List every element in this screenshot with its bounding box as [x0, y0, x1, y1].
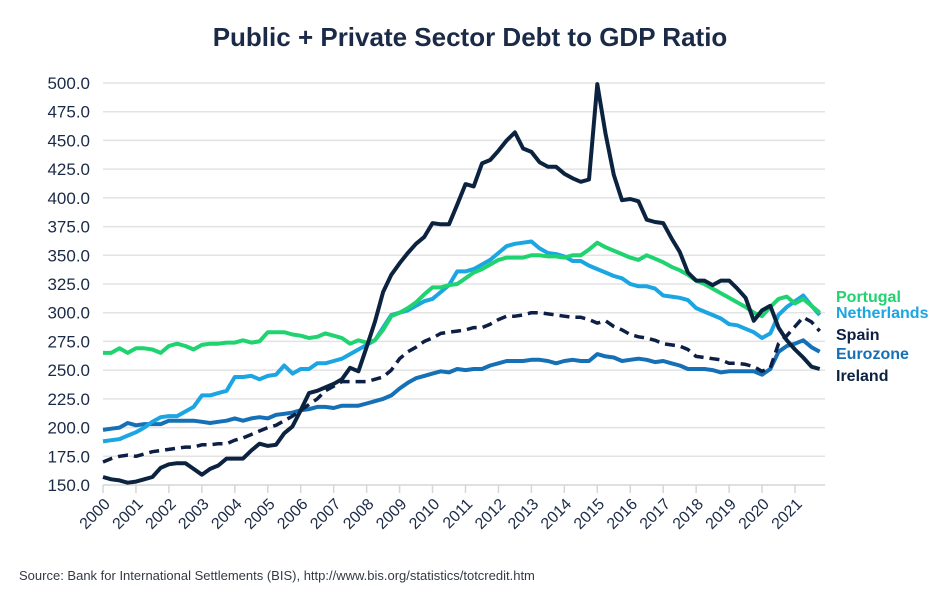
y-tick-label: 375.0: [47, 218, 90, 237]
series-lines: [102, 82, 822, 485]
x-tick-label: 2018: [670, 496, 707, 533]
x-tick-label: 2009: [373, 496, 410, 533]
y-tick-label: 400.0: [47, 189, 90, 208]
x-tick-label: 2001: [110, 496, 147, 533]
y-tick-label: 500.0: [47, 74, 90, 93]
x-tick-label: 2017: [637, 496, 674, 533]
x-tick-label: 2002: [143, 496, 180, 533]
y-tick-label: 275.0: [47, 332, 90, 351]
y-tick-label: 200.0: [47, 419, 90, 438]
series-line-eurozone: [102, 338, 821, 432]
x-tick-label: 2010: [406, 496, 443, 533]
legend-item-portugal: Portugal: [836, 289, 901, 306]
chart-title: Public + Private Sector Debt to GDP Rati…: [212, 22, 728, 52]
y-tick-label: 475.0: [47, 103, 90, 122]
y-tick-label: 325.0: [47, 275, 90, 294]
x-tick-label: 2021: [769, 496, 806, 533]
series-line-ireland: [102, 82, 821, 485]
x-axis: 2000200120022003200420052006200720082009…: [77, 485, 806, 533]
y-axis: 150.0 175.0 200.0 225.0 250.0 275.0 300.0 325.0…: [47, 74, 90, 495]
legend-item-netherlands: Netherlands: [836, 305, 929, 322]
gridlines: [103, 82, 825, 486]
x-tick-label: 2019: [703, 496, 740, 533]
x-tick-label: 2008: [340, 496, 377, 533]
series-line-netherlands: [102, 239, 822, 444]
legend-item-eurozone: Eurozone: [836, 346, 909, 363]
x-tick-label: 2013: [505, 496, 542, 533]
y-tick-label: 175.0: [47, 447, 90, 466]
y-tick-label: 350.0: [47, 246, 90, 265]
series-line-portugal: [103, 240, 821, 355]
source-note: Source: Bank for International Settlemen…: [19, 568, 535, 583]
chart-area: 150.0 175.0 200.0 225.0 250.0 275.0 300.0 325.0…: [47, 74, 929, 533]
x-tick-label: 2006: [274, 496, 311, 533]
y-tick-label: 150.0: [47, 476, 90, 495]
y-tick-label: 450.0: [47, 131, 90, 150]
y-tick-label: 300.0: [47, 304, 90, 323]
x-tick-label: 2005: [241, 496, 278, 533]
y-tick-label: 250.0: [47, 361, 90, 380]
x-tick-label: 2014: [538, 496, 575, 533]
x-tick-label: 2004: [208, 496, 245, 533]
x-tick-label: 2016: [604, 496, 641, 533]
x-tick-label: 2011: [440, 496, 476, 532]
x-tick-label: 2015: [571, 496, 608, 533]
y-tick-label: 425.0: [47, 160, 90, 179]
x-tick-label: 2020: [736, 496, 773, 533]
y-tick-label: 225.0: [47, 390, 90, 409]
x-tick-label: 2007: [307, 496, 344, 533]
legend-item-spain: Spain: [836, 327, 880, 344]
x-tick-label: 2012: [472, 496, 509, 533]
x-tick-label: 2003: [175, 496, 212, 533]
x-tick-label: 2000: [77, 496, 114, 533]
legend-item-ireland: Ireland: [836, 368, 888, 385]
series-line-spain: [102, 310, 822, 464]
